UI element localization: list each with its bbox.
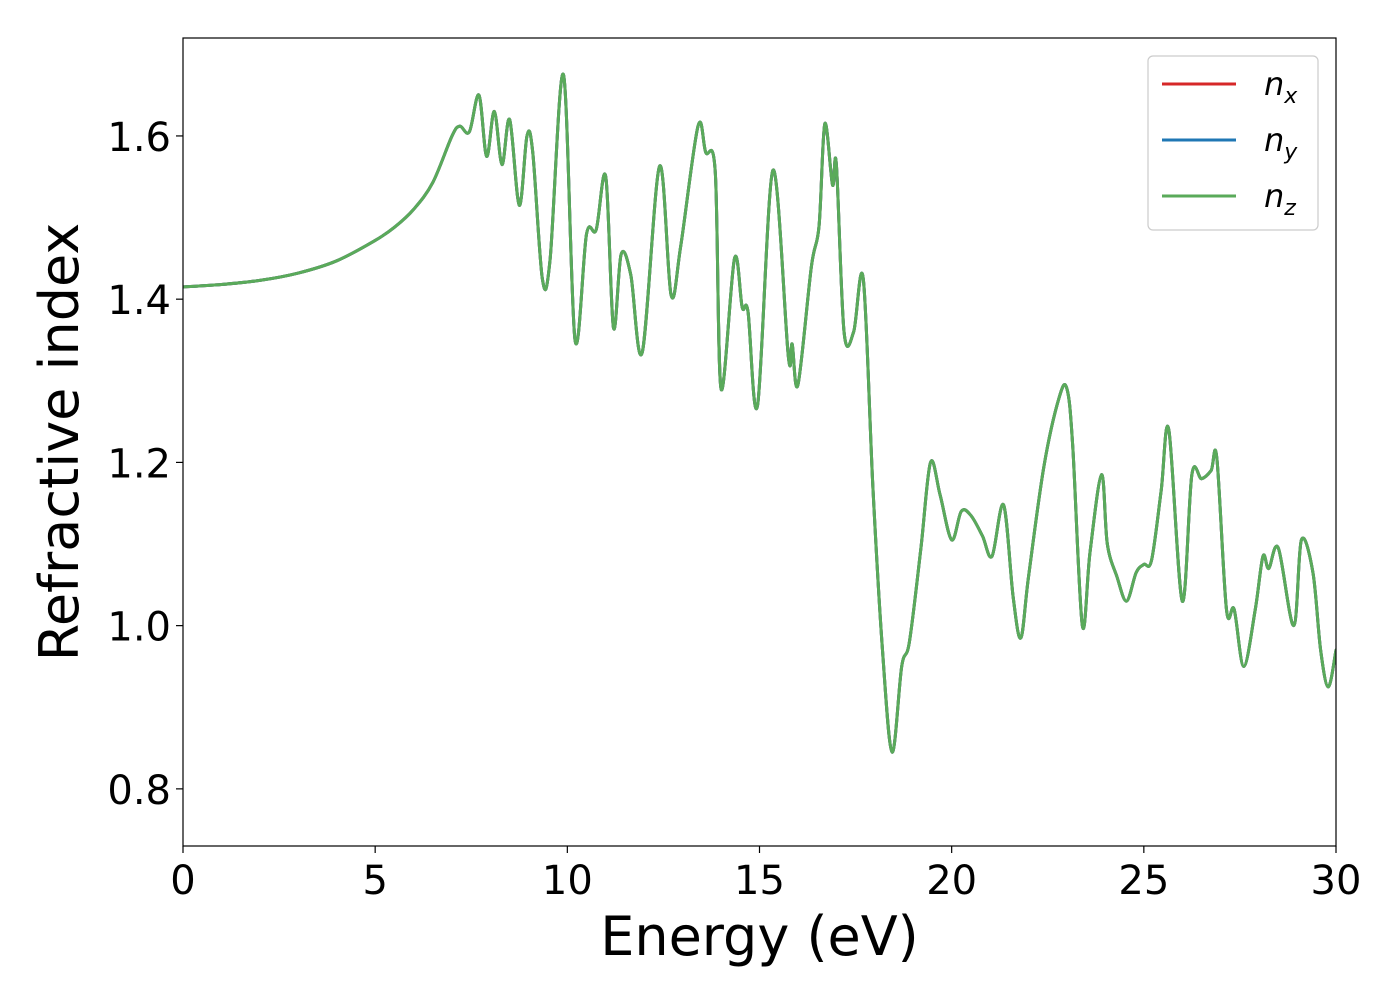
x-axis: 0 5 10 15 20 25 30 [170, 846, 1361, 904]
x-tick-label: 5 [362, 858, 387, 904]
legend-box [1147, 55, 1319, 231]
series-layer [183, 72, 1336, 754]
y-tick-label: 0.8 [107, 768, 171, 814]
x-tick-label: 10 [542, 858, 593, 904]
legend-label: nx [1264, 65, 1298, 109]
legend-label: nz [1264, 177, 1296, 221]
y-axis-title: Refractive index [28, 223, 91, 662]
x-tick-label: 25 [1118, 858, 1169, 904]
legend-label: ny [1264, 121, 1298, 165]
x-tick-label: 0 [170, 858, 195, 904]
y-axis: 0.8 1.0 1.2 1.4 1.6 [107, 115, 183, 814]
y-tick-label: 1.2 [107, 441, 171, 487]
x-tick-label: 15 [734, 858, 785, 904]
x-tick-label: 20 [926, 858, 977, 904]
y-tick-label: 1.4 [107, 278, 171, 324]
x-axis-title: Energy (eV) [600, 905, 919, 968]
x-tick-label: 30 [1311, 858, 1362, 904]
series-line-n-z [183, 72, 1336, 754]
y-tick-label: 1.0 [107, 605, 171, 651]
legend: nx ny nz [1147, 55, 1319, 231]
y-tick-label: 1.6 [107, 115, 171, 161]
